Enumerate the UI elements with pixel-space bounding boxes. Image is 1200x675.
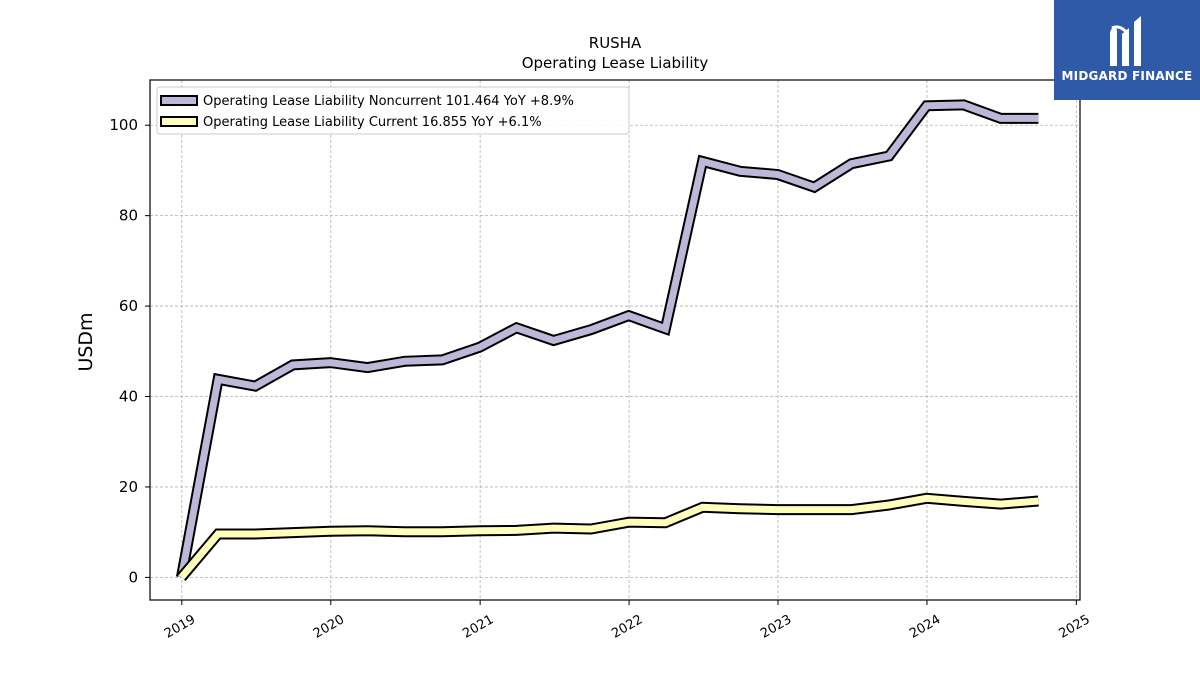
y-axis-label: USDm <box>75 312 97 371</box>
brand-logo: MIDGARD FINANCE <box>1054 0 1200 100</box>
series-line-1 <box>178 494 1039 580</box>
y-tick-label: 20 <box>119 478 138 496</box>
x-tick-label: 2022 <box>609 612 645 642</box>
x-tick-label: 2023 <box>758 612 794 642</box>
plot-frame <box>149 79 1081 601</box>
legend-swatch-1 <box>160 116 198 127</box>
x-tick-label: 2019 <box>162 612 198 642</box>
y-tick-label: 100 <box>109 116 138 134</box>
y-tick-label: 0 <box>128 568 138 586</box>
series-outline-1 <box>177 492 1039 581</box>
legend-box <box>156 86 630 135</box>
legend-swatch-0 <box>160 95 198 106</box>
series-lines <box>175 99 1039 581</box>
y-tick-label: 60 <box>119 297 138 315</box>
legend-label-0: Operating Lease Liability Noncurrent 101… <box>203 94 574 109</box>
legend: Operating Lease Liability Noncurrent 101… <box>156 86 630 135</box>
x-tick-label: 2025 <box>1056 612 1092 642</box>
series-line-0 <box>177 101 1039 579</box>
x-tick-label: 2024 <box>907 612 943 642</box>
logo-mark-icon <box>1110 16 1141 66</box>
chart-title: RUSHA <box>589 34 642 52</box>
logo-text: MIDGARD FINANCE <box>1061 69 1193 83</box>
x-tick-label: 2020 <box>311 612 347 642</box>
y-tick-label: 80 <box>119 207 138 225</box>
legend-label-1: Operating Lease Liability Current 16.855… <box>203 115 542 130</box>
chart-subtitle: Operating Lease Liability <box>522 54 709 72</box>
x-tick-label: 2021 <box>460 612 496 642</box>
y-tick-label: 40 <box>119 388 138 406</box>
